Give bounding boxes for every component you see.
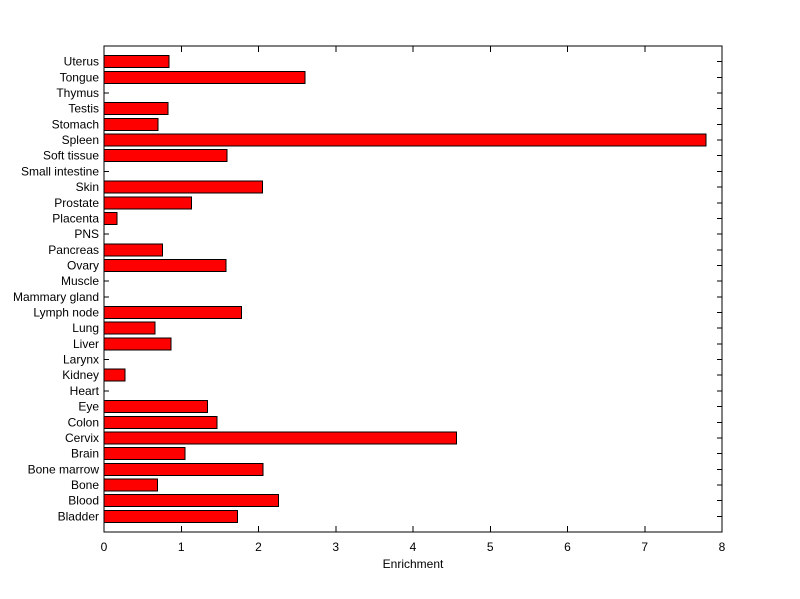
- category-label: Spleen: [62, 133, 99, 147]
- category-label: Prostate: [54, 196, 99, 210]
- category-label: Bone marrow: [28, 462, 100, 476]
- bar: [103, 509, 239, 523]
- category-label: Stomach: [52, 117, 99, 131]
- x-tick-label: 5: [487, 540, 494, 554]
- category-label: Testis: [68, 102, 99, 116]
- category-label: Soft tissue: [43, 149, 99, 163]
- category-label: Tongue: [60, 70, 100, 84]
- category-label: Lymph node: [33, 306, 99, 320]
- bar: [103, 462, 264, 476]
- category-label: Brain: [71, 447, 99, 461]
- category-label: Uterus: [64, 55, 99, 69]
- x-tick-label: 7: [641, 540, 648, 554]
- category-label: Muscle: [61, 274, 99, 288]
- bar: [103, 447, 186, 461]
- category-label: Ovary: [67, 258, 99, 272]
- category-label: Liver: [73, 337, 99, 351]
- category-label: Blood: [68, 494, 99, 508]
- bar: [103, 180, 263, 194]
- x-tick-label: 1: [178, 540, 185, 554]
- category-label: Skin: [76, 180, 99, 194]
- category-label: Placenta: [52, 211, 99, 225]
- bar: [103, 196, 192, 210]
- category-label: Eye: [78, 400, 99, 414]
- x-tick-label: 0: [101, 540, 108, 554]
- category-label: Thymus: [56, 86, 99, 100]
- bar: [103, 243, 164, 257]
- bar: [103, 258, 227, 272]
- bar: [103, 478, 158, 492]
- x-tick-label: 4: [410, 540, 417, 554]
- bar: [103, 102, 169, 116]
- category-label: Cervix: [65, 431, 99, 445]
- category-label: Bone: [71, 478, 99, 492]
- category-label: Pancreas: [48, 243, 99, 257]
- category-label: Larynx: [63, 353, 99, 367]
- x-tick-label: 3: [332, 540, 339, 554]
- bar: [103, 431, 457, 445]
- bar: [103, 368, 126, 382]
- bar: [103, 211, 118, 225]
- bar: [103, 400, 209, 414]
- bar: [103, 321, 156, 335]
- bar: [103, 306, 243, 320]
- bar: [103, 117, 159, 131]
- category-label: Heart: [70, 384, 100, 398]
- bar: [103, 70, 306, 84]
- x-tick-label: 2: [255, 540, 262, 554]
- category-label: Kidney: [62, 368, 99, 382]
- bar: [103, 494, 280, 508]
- category-label: Mammary gland: [13, 290, 99, 304]
- category-label: Bladder: [58, 509, 99, 523]
- bar: [103, 133, 707, 147]
- category-label: Lung: [72, 321, 99, 335]
- bar: [103, 337, 172, 351]
- bar: [103, 415, 218, 429]
- category-label: Small intestine: [21, 164, 99, 178]
- x-tick-label: 6: [564, 540, 571, 554]
- category-label: PNS: [74, 227, 99, 241]
- x-axis-label: Enrichment: [383, 557, 444, 571]
- x-tick-label: 8: [719, 540, 726, 554]
- bar: [103, 149, 228, 163]
- category-label: Colon: [68, 415, 99, 429]
- bar: [103, 55, 170, 69]
